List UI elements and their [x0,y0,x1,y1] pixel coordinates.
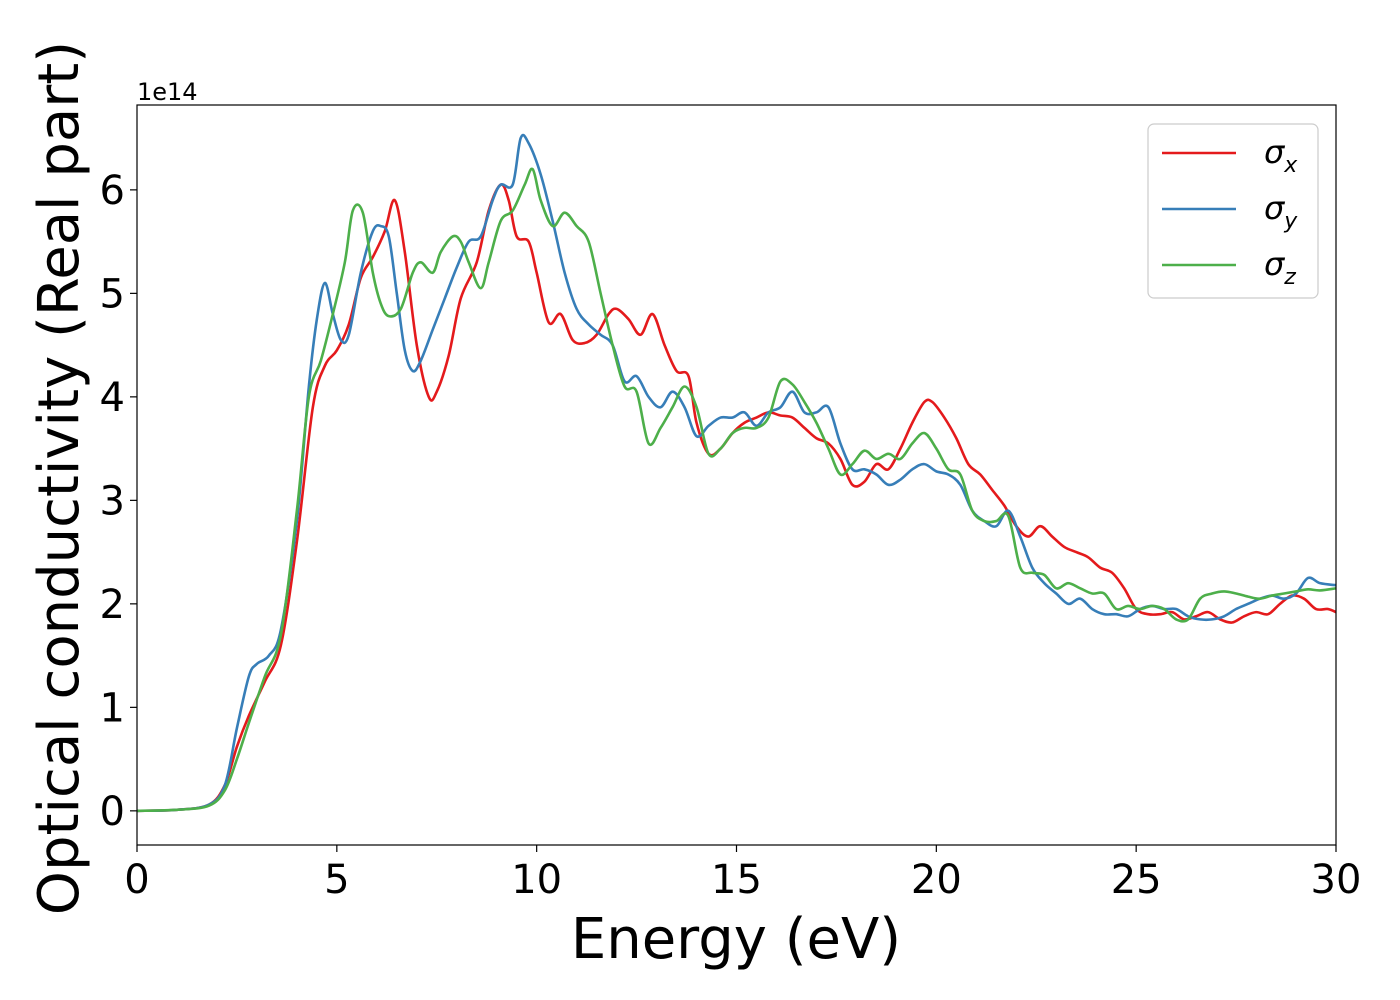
x-tick-label: 5 [324,857,349,903]
y-tick-label: 1 [100,685,125,731]
y-tick-label: 6 [100,168,125,214]
x-axis-label: Energy (eV) [571,907,901,972]
x-tick-label: 25 [1111,857,1162,903]
y-tick-label: 2 [100,582,125,628]
series-line-y [137,133,1336,813]
x-tick-label: 20 [911,857,962,903]
legend-box [1147,123,1319,299]
x-tick-label: 10 [511,857,562,903]
x-tick-label: 30 [1311,857,1362,903]
y-offset-label: 1e14 [137,78,198,106]
x-tick-label: 15 [711,857,762,903]
y-axis-label: Optical conductivity (Real part) [27,41,92,915]
y-tick-label: 3 [100,478,125,524]
legend-label-z: σz [1264,245,1296,290]
x-tick-label: 0 [124,857,149,903]
y-tick-label: 5 [100,271,125,317]
y-tick-label: 0 [100,789,125,835]
y-tick-label: 4 [100,375,125,421]
series-layer [137,133,1336,813]
series-line-z [137,167,1336,813]
series-line-x [137,183,1336,813]
y-axis-ticks: 0 1 2 3 4 5 6 [100,168,137,835]
x-axis-ticks: 0 5 10 15 20 25 30 [124,845,1361,903]
